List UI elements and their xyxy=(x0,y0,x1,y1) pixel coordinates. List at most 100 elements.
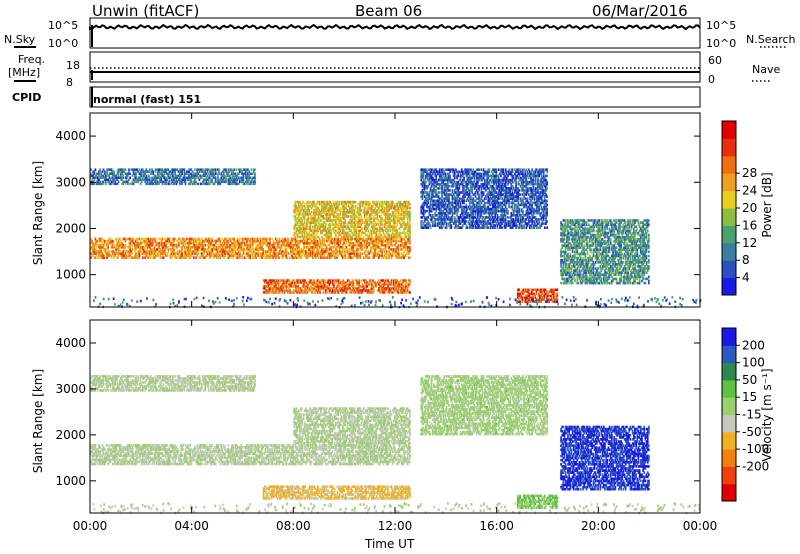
echo-cell xyxy=(221,246,224,249)
echo-cell xyxy=(324,233,327,237)
echo-cell xyxy=(351,252,353,255)
echo-cell xyxy=(189,248,192,251)
echo-cell xyxy=(151,252,153,255)
echo-cell xyxy=(432,193,434,196)
echo-cell xyxy=(304,235,307,239)
echo-cell xyxy=(158,237,160,241)
echo-cell xyxy=(292,252,294,255)
echo-cell xyxy=(183,237,186,241)
echo-cell xyxy=(369,217,372,220)
echo-cell xyxy=(335,241,337,245)
echo-cell xyxy=(299,287,302,290)
echo-cell xyxy=(207,246,210,249)
echo-cell xyxy=(355,225,358,228)
echo-cell xyxy=(340,202,343,206)
echo-cell xyxy=(365,243,367,247)
echo-cell xyxy=(336,252,338,255)
echo-cell xyxy=(370,221,373,224)
echo-cell xyxy=(205,254,208,257)
echo-cell xyxy=(438,211,441,215)
echo-cell xyxy=(345,287,348,290)
echo-cell xyxy=(365,248,367,251)
echo-cell xyxy=(440,174,442,178)
echo-cell xyxy=(247,174,249,177)
echo-cell xyxy=(151,168,153,171)
echo-cell xyxy=(306,211,308,214)
echo-cell xyxy=(217,239,219,243)
echo-cell xyxy=(203,174,205,177)
echo-cell xyxy=(324,217,327,220)
echo-cell xyxy=(374,235,377,239)
echo-cell xyxy=(131,243,134,247)
echo-cell xyxy=(118,246,121,249)
echo-cell xyxy=(225,250,227,253)
echo-cell xyxy=(388,225,390,228)
echo-cell xyxy=(372,246,374,249)
echo-cell xyxy=(331,223,334,226)
echo-cell xyxy=(383,213,386,216)
echo-cell xyxy=(140,241,143,245)
echo-cell xyxy=(338,279,341,282)
echo-cell xyxy=(100,172,103,175)
echo-cell xyxy=(248,178,250,181)
echo-cell xyxy=(370,231,373,235)
echo-cell xyxy=(152,170,155,173)
echo-cell xyxy=(170,256,173,259)
echo-cell xyxy=(132,182,135,186)
echo-cell xyxy=(332,229,335,233)
echo-cell xyxy=(423,201,426,205)
echo-cell xyxy=(437,203,440,207)
echo-cell xyxy=(347,250,350,253)
echo-cell xyxy=(335,217,337,220)
echo-cell xyxy=(368,283,371,286)
echo-cell xyxy=(404,209,407,212)
echo-cell xyxy=(442,191,445,194)
echo-cell xyxy=(311,225,314,228)
echo-cell xyxy=(313,225,315,228)
echo-cell xyxy=(360,243,363,247)
echo-cell xyxy=(110,254,113,257)
echo-cell xyxy=(382,279,385,282)
echo-cell xyxy=(354,229,357,233)
echo-cell xyxy=(299,254,301,257)
echo-cell xyxy=(444,185,447,188)
echo-cell xyxy=(187,252,189,255)
echo-cell xyxy=(437,182,440,186)
echo-cell xyxy=(302,291,304,294)
echo-cell xyxy=(406,237,409,241)
echo-cell xyxy=(252,176,255,179)
echo-cell xyxy=(315,281,318,284)
echo-cell xyxy=(343,202,345,206)
echo-cell xyxy=(170,178,173,181)
echo-cell xyxy=(329,204,331,208)
nsearch-tick-top: 10^5 xyxy=(706,19,737,32)
echo-cell xyxy=(264,279,266,282)
echo-cell xyxy=(298,252,300,255)
echo-cell xyxy=(316,225,319,228)
echo-cell xyxy=(328,206,330,210)
echo-cell xyxy=(328,291,331,294)
echo-cell xyxy=(186,254,188,257)
echo-cell xyxy=(366,223,368,226)
echo-cell xyxy=(449,174,451,178)
echo-cell xyxy=(177,170,180,173)
echo-cell xyxy=(435,214,438,217)
echo-cell xyxy=(186,246,188,249)
echo-cell xyxy=(286,243,289,247)
echo-cell xyxy=(221,170,224,173)
echo-cell xyxy=(114,174,116,177)
echo-cell xyxy=(406,200,409,204)
echo-cell xyxy=(274,289,277,292)
echo-cell xyxy=(357,211,359,214)
echo-cell xyxy=(369,206,372,210)
echo-cell xyxy=(403,211,405,214)
echo-cell xyxy=(449,220,451,223)
echo-cell xyxy=(182,239,185,243)
echo-cell xyxy=(361,289,364,292)
echo-cell xyxy=(333,231,336,235)
echo-cell xyxy=(183,246,186,249)
echo-cell xyxy=(458,205,461,209)
echo-cell xyxy=(212,256,215,259)
echo-cell xyxy=(162,180,165,184)
echo-cell xyxy=(219,182,222,186)
